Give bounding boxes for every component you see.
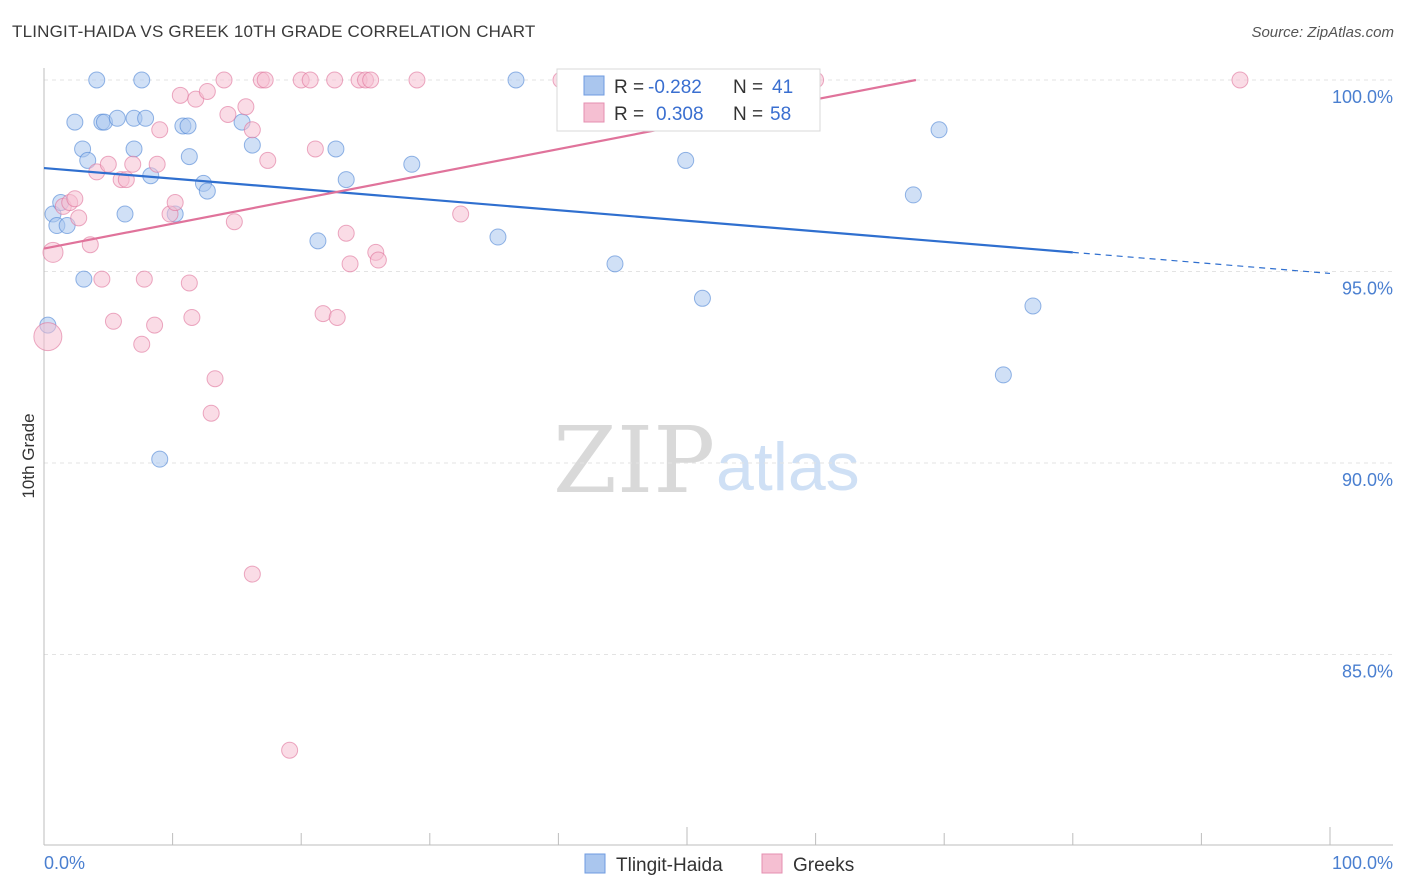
tlingit-haida-point: [904, 186, 922, 204]
greeks-point: [259, 151, 277, 169]
watermark-zip: ZIP: [553, 407, 715, 514]
tlingit-haida-point: [180, 148, 198, 166]
tlingit-haida-point: [75, 270, 93, 288]
bottom-legend-swatch-greeks: [761, 853, 783, 874]
greeks-point: [215, 71, 233, 89]
legend-r-label-2: R =: [614, 104, 644, 125]
greeks-point: [104, 312, 122, 330]
greeks-point: [256, 71, 274, 89]
tlingit-haida-point: [489, 228, 507, 246]
bottom-legend-label-tlingit: Tlingit-Haida: [616, 855, 723, 876]
tlingit-haida-point: [994, 366, 1012, 384]
legend-r-value-2: 0.308: [656, 104, 704, 125]
tlingit-haida-point: [606, 255, 624, 273]
greeks-point: [206, 370, 224, 388]
tlingit-haida-point: [693, 289, 711, 307]
greeks-point: [70, 209, 88, 227]
greeks-point: [219, 105, 237, 123]
tlingit-haida-point: [507, 71, 525, 89]
tick-labels: 100.0% 95.0% 90.0% 85.0% 0.0% 100.0%: [44, 87, 1393, 873]
greeks-point: [99, 155, 117, 173]
greeks-point: [171, 86, 189, 104]
tlingit-haida-point: [88, 71, 106, 89]
greeks-point: [66, 190, 84, 208]
greeks-point: [146, 316, 164, 334]
greeks-point: [133, 335, 151, 353]
y-tick-label: 85.0%: [1342, 662, 1393, 682]
greeks-point: [408, 71, 426, 89]
greeks-point: [243, 121, 261, 139]
tlingit-haida-point: [151, 450, 169, 468]
tlingit-haida-point: [137, 109, 155, 127]
greeks-point: [326, 71, 344, 89]
greeks-point: [33, 322, 63, 352]
legend-swatch-greeks: [583, 102, 605, 123]
tlingit-haida-trend: [43, 166, 1073, 254]
greeks-point: [225, 213, 243, 231]
x-tick-label: 100.0%: [1332, 853, 1393, 873]
stats-legend: R = -0.282 N = 41 R = 0.308 N = 58: [556, 68, 821, 132]
tlingit-haida-point: [243, 136, 261, 154]
tlingit-haida-point: [337, 171, 355, 189]
greeks-point: [135, 270, 153, 288]
y-tick-label: 100.0%: [1332, 87, 1393, 107]
legend-r-value-1: -0.282: [648, 77, 702, 98]
series-legend: Tlingit-Haida Greeks: [584, 853, 854, 876]
x-tick-label: 0.0%: [44, 853, 85, 873]
tlingit-haida-point: [66, 113, 84, 131]
greeks-point: [281, 741, 299, 759]
y-tick-label: 95.0%: [1342, 279, 1393, 299]
greeks-point: [362, 71, 380, 89]
legend-swatch-tlingit: [583, 75, 605, 96]
tlingit-haida-point: [79, 151, 97, 169]
greeks-point: [166, 194, 184, 212]
greeks-point: [202, 404, 220, 422]
bottom-legend-label-greeks: Greeks: [793, 855, 854, 876]
greeks-point: [180, 274, 198, 292]
tlingit-haida-trend-extension: [1072, 251, 1331, 275]
y-axis-label: 10th Grade: [19, 413, 38, 498]
greeks-point: [237, 98, 255, 116]
bottom-legend-swatch-tlingit: [584, 853, 606, 874]
chart-title: TLINGIT-HAIDA VS GREEK 10TH GRADE CORREL…: [12, 22, 536, 41]
tlingit-haida-point: [198, 182, 216, 200]
watermark-atlas: atlas: [716, 429, 860, 505]
greeks-point: [151, 121, 169, 139]
tlingit-haida-point: [309, 232, 327, 250]
tlingit-haida-point: [125, 140, 143, 158]
axes: [43, 68, 1393, 846]
greeks-point: [341, 255, 359, 273]
greeks-point: [243, 565, 261, 583]
greeks-point: [328, 308, 346, 326]
legend-n-value-1: 41: [772, 77, 793, 98]
legend-n-value-2: 58: [770, 104, 791, 125]
greeks-point: [148, 155, 166, 173]
source-label: Source: ZipAtlas.com: [1251, 24, 1394, 41]
greeks-point: [452, 205, 470, 223]
tlingit-haida-point: [108, 109, 126, 127]
greeks-point: [306, 140, 324, 158]
greeks-point: [198, 82, 216, 100]
greeks-point: [314, 305, 332, 323]
tlingit-haida-point: [327, 140, 345, 158]
legend-n-label-2: N =: [733, 104, 763, 125]
greeks-point: [369, 251, 387, 269]
tlingit-haida-point: [677, 151, 695, 169]
tlingit-haida-point: [133, 71, 151, 89]
greeks-point: [337, 224, 355, 242]
greeks-point: [183, 308, 201, 326]
tlingit-haida-point: [116, 205, 134, 223]
greeks-point: [1231, 71, 1249, 89]
legend-r-label-1: R =: [614, 77, 644, 98]
legend-n-label-1: N =: [733, 77, 763, 98]
tlingit-haida-point: [1024, 297, 1042, 315]
tlingit-haida-point: [179, 117, 197, 135]
y-tick-label: 90.0%: [1342, 470, 1393, 490]
tlingit-haida-point: [403, 155, 421, 173]
greeks-point: [124, 155, 142, 173]
tlingit-haida-point: [930, 121, 948, 139]
greeks-point: [93, 270, 111, 288]
greeks-point: [301, 71, 319, 89]
